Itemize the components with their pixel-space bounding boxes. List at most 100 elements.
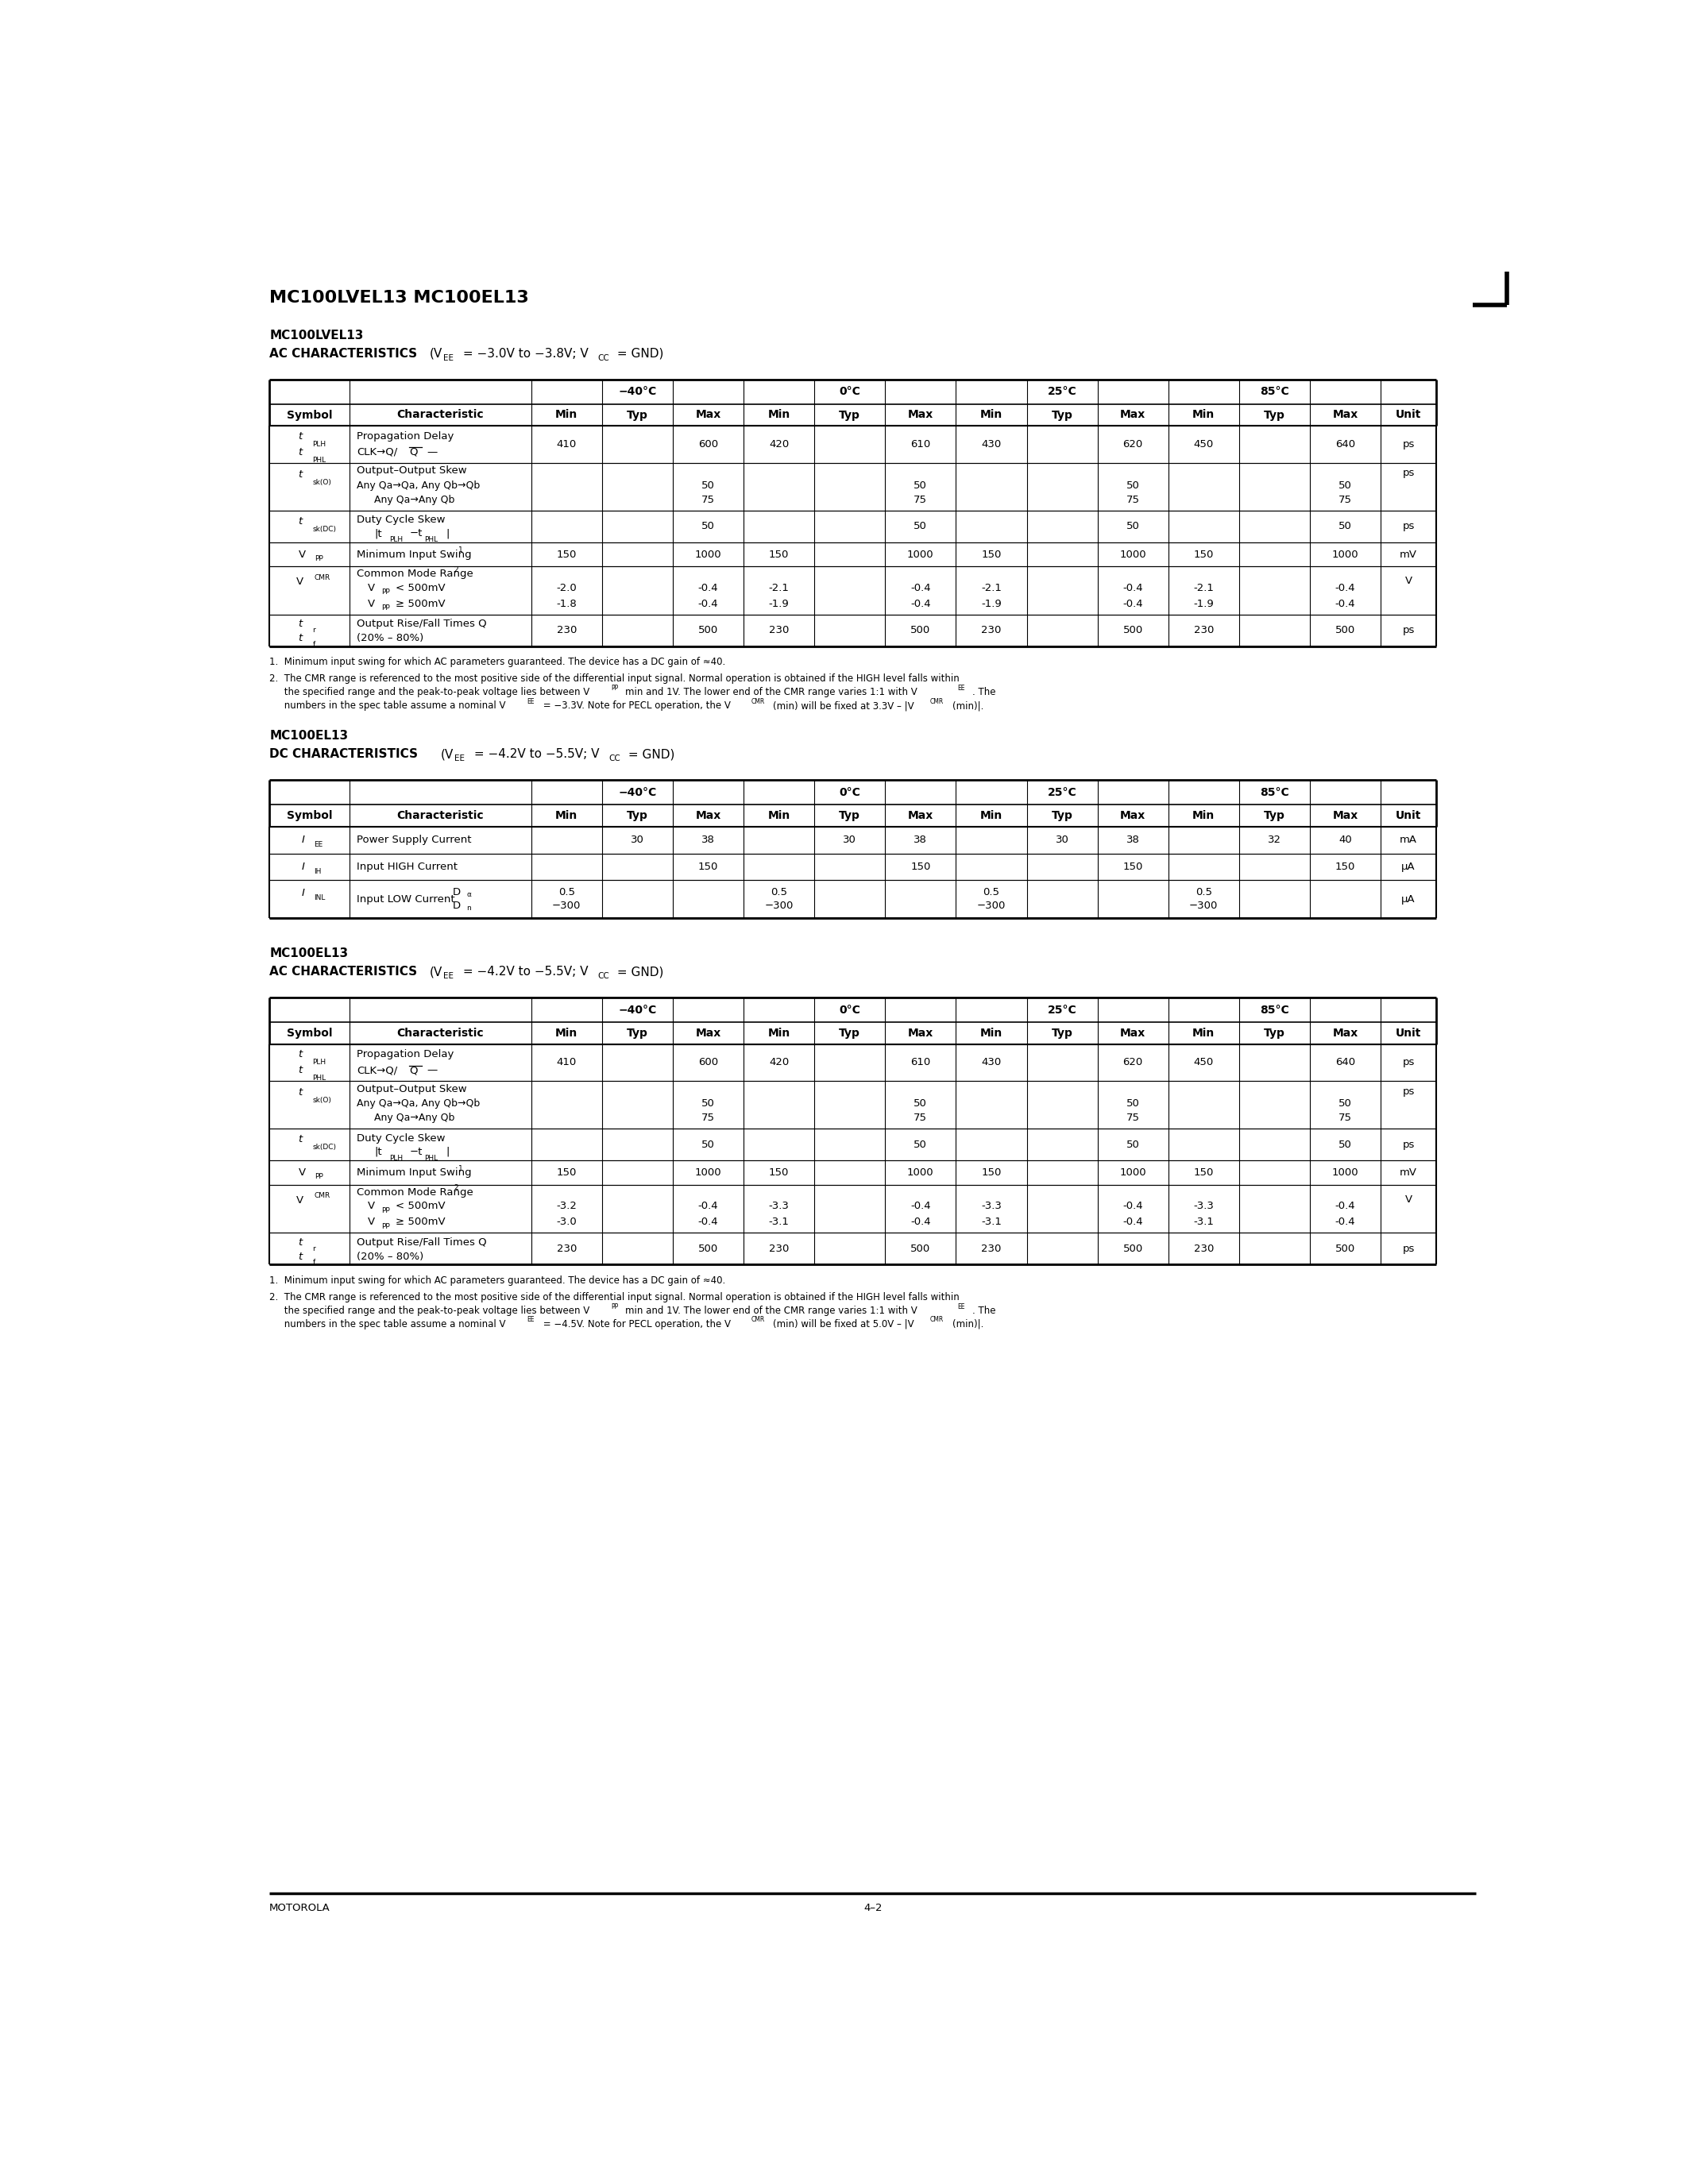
Text: 430: 430	[981, 1057, 1001, 1068]
Text: 38: 38	[913, 834, 927, 845]
Text: Min: Min	[981, 408, 1003, 422]
Text: Common Mode Range: Common Mode Range	[356, 1188, 473, 1197]
Text: -2.1: -2.1	[1193, 583, 1214, 594]
Text: -0.4: -0.4	[697, 598, 719, 609]
Text: numbers in the spec table assume a nominal V: numbers in the spec table assume a nomin…	[270, 1319, 506, 1330]
Text: D: D	[452, 887, 461, 898]
Text: Max: Max	[695, 408, 721, 422]
Text: mA: mA	[1399, 834, 1418, 845]
Text: PP: PP	[611, 684, 618, 692]
Text: -0.4: -0.4	[910, 1201, 930, 1212]
Text: Typ: Typ	[1264, 1029, 1285, 1040]
Text: μA: μA	[1401, 863, 1415, 871]
Text: ps: ps	[1403, 1085, 1415, 1096]
Text: 150: 150	[1193, 548, 1214, 559]
Text: 640: 640	[1335, 1057, 1355, 1068]
Text: Min: Min	[981, 810, 1003, 821]
Text: Minimum Input Swing: Minimum Input Swing	[356, 1168, 471, 1177]
Text: -1.9: -1.9	[768, 598, 790, 609]
Text: 38: 38	[702, 834, 714, 845]
Text: -3.1: -3.1	[768, 1216, 790, 1227]
Text: 600: 600	[699, 439, 717, 450]
Text: 50: 50	[702, 522, 714, 531]
Text: I: I	[302, 863, 306, 871]
Text: Max: Max	[695, 810, 721, 821]
Text: EE: EE	[314, 841, 322, 847]
Text: mV: mV	[1399, 548, 1418, 559]
Text: −300: −300	[765, 900, 793, 911]
Text: PP: PP	[314, 1173, 322, 1182]
Text: Any Qa→Any Qb: Any Qa→Any Qb	[375, 1114, 454, 1123]
Text: r: r	[312, 627, 316, 633]
Text: ≥ 500mV: ≥ 500mV	[395, 1216, 446, 1227]
Text: 500: 500	[910, 1243, 930, 1254]
Text: Min: Min	[1192, 810, 1215, 821]
Text: 230: 230	[1193, 625, 1214, 636]
Text: 410: 410	[557, 439, 577, 450]
Text: 25°C: 25°C	[1048, 786, 1077, 797]
Text: 85°C: 85°C	[1259, 387, 1290, 397]
Text: 50: 50	[913, 1140, 927, 1149]
Text: 30: 30	[842, 834, 856, 845]
Text: 0°C: 0°C	[839, 1005, 861, 1016]
Text: 500: 500	[1335, 1243, 1355, 1254]
Text: Output Rise/Fall Times Q: Output Rise/Fall Times Q	[356, 618, 486, 629]
Text: V: V	[1404, 1195, 1411, 1206]
Text: 2: 2	[454, 566, 459, 572]
Text: 620: 620	[1123, 1057, 1143, 1068]
Text: = GND): = GND)	[613, 965, 663, 978]
Text: Max: Max	[908, 408, 933, 422]
Text: ps: ps	[1403, 625, 1415, 636]
Text: 1000: 1000	[906, 1168, 933, 1177]
Text: Min: Min	[555, 810, 577, 821]
Text: 150: 150	[1335, 863, 1355, 871]
Text: EE: EE	[444, 354, 454, 363]
Text: Typ: Typ	[839, 408, 861, 422]
Text: V: V	[368, 598, 375, 609]
Text: Typ: Typ	[626, 408, 648, 422]
Text: 75: 75	[1126, 1114, 1139, 1123]
Text: Max: Max	[1332, 1029, 1359, 1040]
Text: |: |	[446, 529, 449, 539]
Text: α: α	[466, 891, 471, 898]
Text: CMR: CMR	[751, 699, 765, 705]
Text: PHL: PHL	[312, 1075, 326, 1081]
Text: Typ: Typ	[839, 810, 861, 821]
Text: Min: Min	[768, 1029, 790, 1040]
Text: 30: 30	[1055, 834, 1069, 845]
Text: PLH: PLH	[390, 1155, 403, 1162]
Text: Any Qa→Any Qb: Any Qa→Any Qb	[375, 496, 454, 505]
Text: sk(O): sk(O)	[312, 1096, 331, 1105]
Text: 75: 75	[1339, 496, 1352, 505]
Text: V: V	[295, 577, 304, 587]
Text: PP: PP	[611, 1304, 618, 1310]
Text: 500: 500	[910, 625, 930, 636]
Text: PP: PP	[381, 605, 390, 612]
Text: 50: 50	[1126, 1140, 1139, 1149]
Text: 1: 1	[459, 1164, 463, 1173]
Text: = −4.2V to −5.5V; V: = −4.2V to −5.5V; V	[471, 749, 599, 760]
Text: 75: 75	[1126, 496, 1139, 505]
Text: Typ: Typ	[626, 1029, 648, 1040]
Text: 85°C: 85°C	[1259, 1005, 1290, 1016]
Text: 450: 450	[1193, 1057, 1214, 1068]
Text: 75: 75	[1339, 1114, 1352, 1123]
Text: Typ: Typ	[1052, 810, 1074, 821]
Text: V: V	[299, 548, 306, 559]
Text: (min)|.: (min)|.	[952, 1319, 984, 1330]
Text: 150: 150	[557, 1168, 577, 1177]
Text: 75: 75	[913, 1114, 927, 1123]
Text: MOTOROLA: MOTOROLA	[270, 1902, 331, 1913]
Text: Min: Min	[981, 1029, 1003, 1040]
Text: 40: 40	[1339, 834, 1352, 845]
Text: Typ: Typ	[1264, 810, 1285, 821]
Text: MC100EL13: MC100EL13	[270, 729, 348, 743]
Text: 230: 230	[768, 1243, 788, 1254]
Text: Propagation Delay: Propagation Delay	[356, 430, 454, 441]
Text: 610: 610	[910, 1057, 930, 1068]
Text: f: f	[312, 1258, 316, 1267]
Text: |t: |t	[375, 1147, 381, 1158]
Text: 410: 410	[557, 1057, 577, 1068]
Text: PP: PP	[381, 1208, 390, 1214]
Text: Typ: Typ	[1052, 1029, 1074, 1040]
